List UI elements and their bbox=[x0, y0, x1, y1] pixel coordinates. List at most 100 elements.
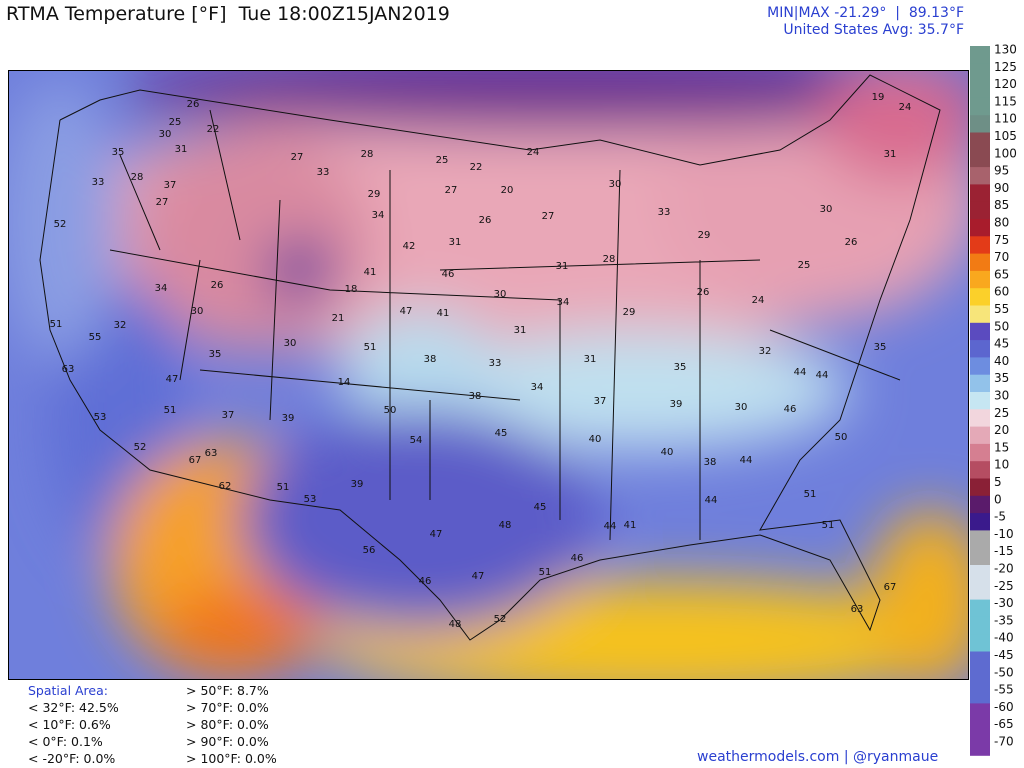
spatial-area-title: Spatial Area: bbox=[28, 683, 108, 698]
station-value: 51 bbox=[164, 405, 177, 416]
station-value: 45 bbox=[534, 502, 547, 513]
colorbar-label: -10 bbox=[994, 527, 1014, 541]
stat-line: > 70°F: 0.0% bbox=[186, 700, 269, 715]
colorbar-label: 55 bbox=[994, 302, 1009, 316]
colorbar-swatch bbox=[970, 738, 990, 756]
station-value: 30 bbox=[284, 338, 297, 349]
stat-line: < 32°F: 42.5% bbox=[28, 700, 119, 715]
station-value: 26 bbox=[479, 215, 492, 226]
station-value: 47 bbox=[400, 306, 413, 317]
station-value: 47 bbox=[430, 529, 443, 540]
colorbar-label: 110 bbox=[994, 112, 1017, 126]
station-value: 51 bbox=[277, 482, 290, 493]
colorbar-label: 10 bbox=[994, 458, 1009, 472]
colorbar-label: 5 bbox=[994, 475, 1002, 489]
station-value: 39 bbox=[351, 479, 364, 490]
station-value: 38 bbox=[704, 457, 717, 468]
map-title: RTMA Temperature [°F] Tue 18:00Z15JAN201… bbox=[6, 3, 450, 25]
colorbar-label: -65 bbox=[994, 717, 1014, 731]
station-value: 31 bbox=[584, 354, 597, 365]
stat-line: > 100°F: 0.0% bbox=[186, 751, 277, 766]
colorbar-swatch bbox=[970, 409, 990, 428]
station-value: 35 bbox=[674, 362, 687, 373]
station-value: 40 bbox=[589, 434, 602, 445]
station-value: 21 bbox=[332, 313, 345, 324]
colorbar-swatch bbox=[970, 340, 990, 358]
station-value: 50 bbox=[835, 432, 848, 443]
station-value: 39 bbox=[670, 399, 683, 410]
station-value: 24 bbox=[899, 102, 912, 113]
colorbar-swatch bbox=[970, 167, 990, 185]
station-value: 34 bbox=[531, 382, 544, 393]
station-value: 63 bbox=[205, 448, 218, 459]
station-value: 67 bbox=[189, 455, 202, 466]
colorbar-swatch bbox=[970, 97, 990, 116]
colorbar-label: 70 bbox=[994, 250, 1009, 264]
station-value: 22 bbox=[207, 124, 220, 135]
station-value: 22 bbox=[470, 162, 483, 173]
station-value: 30 bbox=[609, 179, 622, 190]
colorbar-swatch bbox=[970, 392, 990, 410]
station-value: 55 bbox=[89, 332, 102, 343]
station-value: 44 bbox=[604, 521, 617, 532]
station-value: 20 bbox=[501, 185, 514, 196]
station-value: 31 bbox=[175, 144, 188, 155]
station-value: 50 bbox=[384, 405, 397, 416]
colorbar-label: -25 bbox=[994, 579, 1014, 593]
station-value: 35 bbox=[112, 147, 125, 158]
station-value: 37 bbox=[164, 180, 177, 191]
colorbar-label: 90 bbox=[994, 181, 1009, 195]
station-value: 46 bbox=[571, 553, 584, 564]
station-value: 30 bbox=[159, 129, 172, 140]
station-value: 33 bbox=[658, 207, 671, 218]
station-value: 39 bbox=[282, 413, 295, 424]
station-value: 56 bbox=[363, 545, 376, 556]
station-value: 33 bbox=[317, 167, 330, 178]
station-value: 51 bbox=[539, 567, 552, 578]
colorbar-label: 65 bbox=[994, 267, 1009, 281]
station-value: 14 bbox=[338, 377, 351, 388]
station-value: 44 bbox=[816, 370, 829, 381]
colorbar-label: -40 bbox=[994, 631, 1014, 645]
colorbar-swatch bbox=[970, 513, 990, 531]
colorbar-swatch bbox=[970, 599, 990, 618]
colorbar-swatch bbox=[970, 565, 990, 583]
colorbar-label: -45 bbox=[994, 648, 1014, 662]
station-value: 35 bbox=[209, 349, 222, 360]
colorbar-label: 25 bbox=[994, 406, 1009, 420]
station-value: 26 bbox=[211, 280, 224, 291]
station-value: 30 bbox=[494, 289, 507, 300]
station-value: 51 bbox=[50, 319, 63, 330]
station-value: 51 bbox=[804, 489, 817, 500]
colorbar-swatch bbox=[970, 686, 990, 704]
map-frame bbox=[8, 70, 969, 680]
colorbar-swatch bbox=[970, 201, 990, 220]
colorbar-label: 20 bbox=[994, 423, 1009, 437]
colorbar-label: -35 bbox=[994, 613, 1014, 627]
station-value: 29 bbox=[698, 230, 711, 241]
colorbar-swatch bbox=[970, 322, 990, 341]
station-value: 46 bbox=[419, 576, 432, 587]
stat-line: < -20°F: 0.0% bbox=[28, 751, 116, 766]
colorbar-label: -55 bbox=[994, 683, 1014, 697]
colorbar-swatch bbox=[970, 530, 990, 549]
station-value: 31 bbox=[556, 261, 569, 272]
station-value: 35 bbox=[874, 342, 887, 353]
colorbar-label: 45 bbox=[994, 337, 1009, 351]
colorbar-swatch bbox=[970, 720, 990, 739]
stat-line: > 80°F: 0.0% bbox=[186, 717, 269, 732]
station-value: 33 bbox=[489, 358, 502, 369]
colorbar-swatch bbox=[970, 132, 990, 151]
colorbar-swatch bbox=[970, 495, 990, 514]
station-value: 53 bbox=[304, 494, 317, 505]
station-value: 34 bbox=[155, 283, 168, 294]
station-value: 19 bbox=[872, 92, 885, 103]
station-value: 40 bbox=[661, 447, 674, 458]
colorbar-swatch bbox=[970, 46, 990, 64]
colorbar-swatch bbox=[970, 478, 990, 497]
station-value: 32 bbox=[114, 320, 127, 331]
station-value: 51 bbox=[822, 520, 835, 531]
colorbar-swatch bbox=[970, 115, 990, 133]
colorbar-label: 115 bbox=[994, 94, 1017, 108]
